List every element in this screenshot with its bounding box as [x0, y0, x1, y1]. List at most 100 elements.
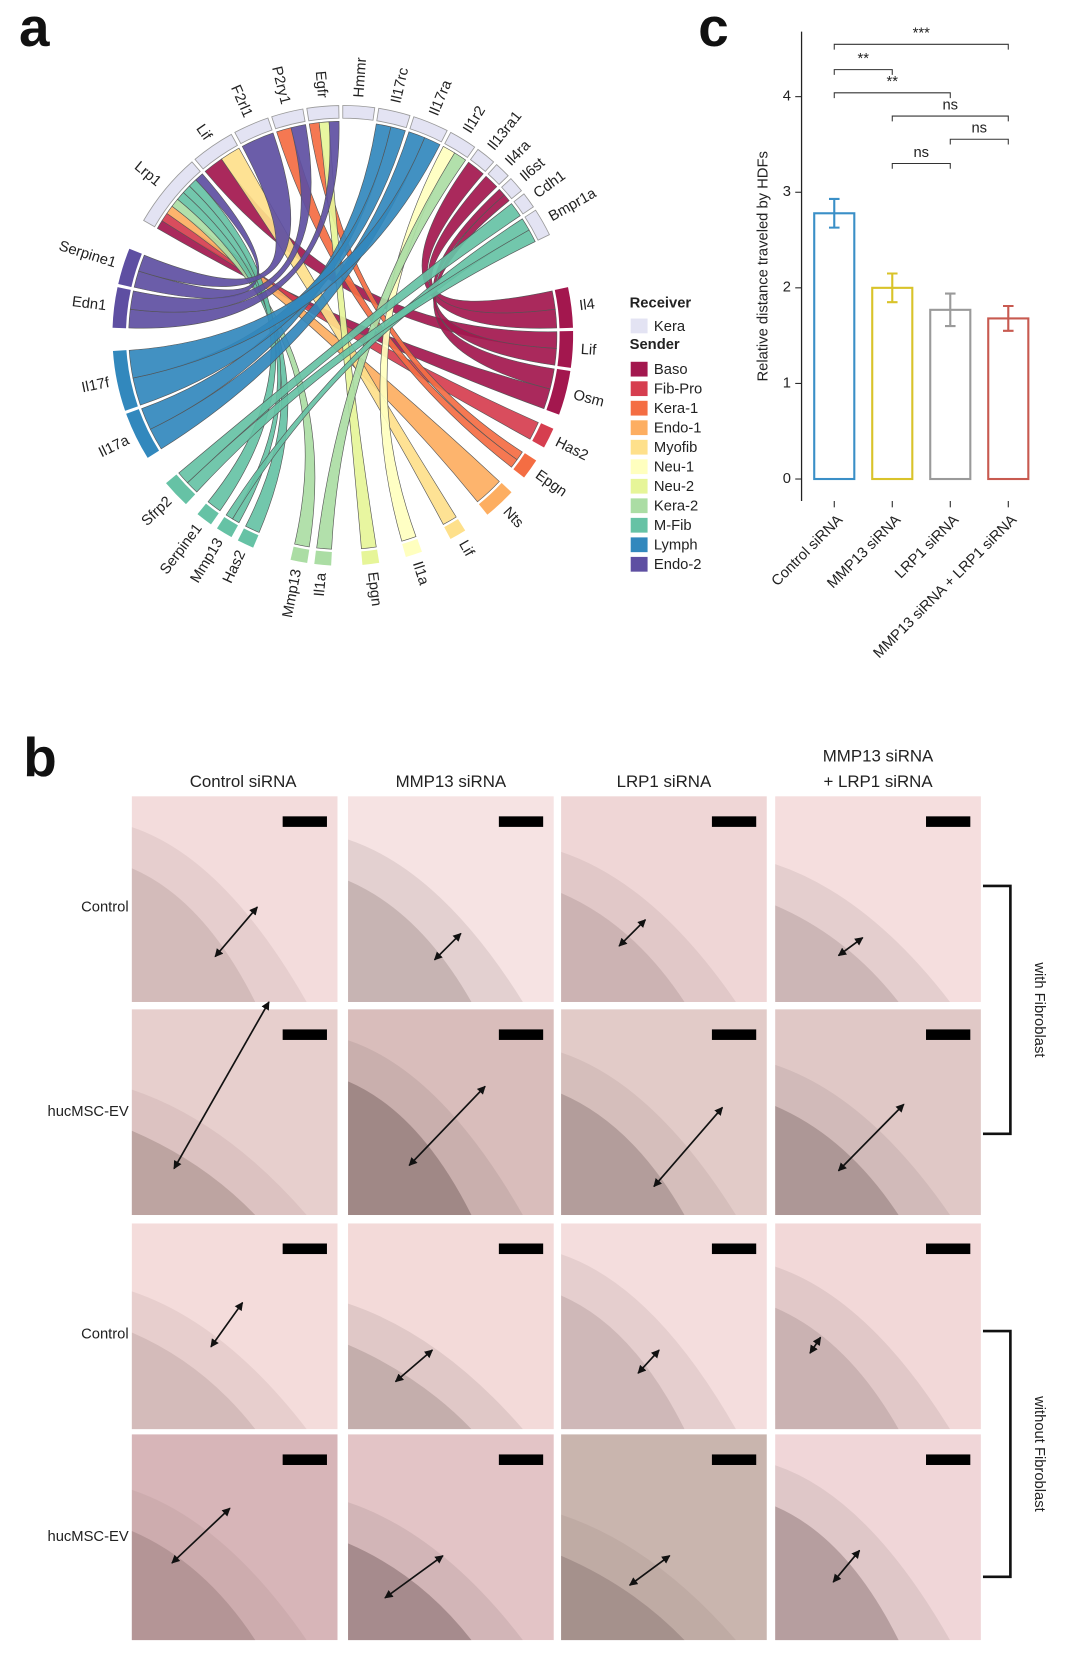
y-tick-label: 1: [783, 375, 791, 391]
significance-label: ns: [913, 145, 929, 161]
chord-node: [409, 116, 448, 143]
legend-swatch: [630, 381, 648, 397]
chord-node: [166, 474, 196, 505]
image-background: [775, 1434, 981, 1641]
node-label: F2rl1: [227, 83, 255, 120]
legend-label: Neu-2: [654, 479, 694, 495]
legend-label: Kera: [654, 319, 686, 335]
micrograph: [775, 1009, 981, 1216]
micrograph: [131, 1434, 338, 1641]
distance-arrow: [809, 1336, 822, 1354]
legend-label: M-Fib: [654, 518, 692, 534]
scale-bar: [282, 1243, 327, 1255]
micrograph: [131, 1223, 338, 1430]
legend-label: Kera-1: [654, 401, 698, 417]
distance-arrow: [837, 936, 864, 957]
node-label: Has2: [220, 548, 249, 586]
node-label: Has2: [553, 435, 591, 465]
column-header: Control siRNA: [190, 772, 298, 791]
column-header: LRP1 siRNA: [617, 772, 712, 791]
node-label: Edn1: [71, 294, 107, 314]
node-label: P2ry1: [268, 65, 293, 106]
column-header: + LRP1 siRNA: [823, 772, 933, 791]
significance-label: **: [858, 51, 870, 67]
distance-arrow: [214, 906, 258, 958]
distance-arrow: [637, 1349, 660, 1374]
chord-ribbon: [138, 132, 292, 287]
tissue-band: [775, 864, 951, 1002]
chord-node: [290, 546, 310, 563]
scale-bar: [926, 1243, 971, 1255]
node-label: Sfrp2: [139, 494, 176, 530]
micrograph: [561, 1223, 767, 1430]
node-label: Serpine1: [57, 238, 118, 271]
legend-swatch: [630, 556, 648, 572]
chord-node: [524, 209, 550, 241]
image-background: [561, 1434, 767, 1641]
significance-bracket: [833, 92, 951, 99]
chord-ribbon: [128, 137, 441, 379]
chord-ribbon: [129, 124, 312, 313]
node-label: Mmp13: [280, 568, 305, 619]
legend-swatch: [630, 537, 648, 553]
error-bar: [1003, 304, 1014, 332]
chord-node: [546, 368, 571, 415]
micrograph: [561, 1434, 767, 1641]
scale-bar: [711, 1029, 757, 1040]
chord-node: [444, 519, 466, 539]
tissue-band: [775, 1465, 951, 1641]
y-tick-label: 2: [783, 280, 791, 296]
chord-node: [237, 528, 259, 548]
chord-node: [118, 248, 142, 288]
group-bracket: [982, 884, 1012, 1136]
tissue-edge: [561, 892, 685, 1002]
chord-ribbon: [177, 192, 289, 533]
chord-node: [112, 350, 138, 411]
node-label: Il17f: [80, 375, 111, 396]
chord-node: [376, 107, 411, 129]
chord-node: [554, 287, 573, 329]
scale-bar: [498, 1454, 544, 1465]
micrograph: [348, 1434, 554, 1641]
legend-label: Endo-1: [654, 421, 702, 437]
micrograph: [775, 1223, 981, 1430]
row-label: Control: [81, 1327, 129, 1343]
row-label: Control: [81, 899, 129, 915]
image-background: [561, 796, 767, 1002]
micrograph: [131, 796, 338, 1002]
tissue-edge: [775, 1307, 899, 1430]
node-label: Il17rc: [389, 66, 413, 105]
distance-arrow: [653, 1106, 724, 1188]
chord-node: [444, 131, 476, 159]
distance-arrow: [832, 1549, 861, 1583]
node-label: Lif: [192, 122, 215, 145]
scale-bar: [282, 1454, 327, 1465]
y-tick-label: 4: [783, 89, 791, 105]
chord-node: [342, 105, 376, 121]
legend-label: Lymph: [654, 538, 698, 554]
chord-node: [112, 287, 131, 329]
tissue-edge: [131, 868, 256, 1002]
legend-label: Neu-1: [654, 460, 694, 476]
distance-arrow: [210, 1301, 244, 1348]
distance-arrow: [394, 1349, 434, 1383]
legend-swatch: [630, 420, 648, 436]
image-background: [348, 1434, 554, 1641]
micrograph: [348, 796, 554, 1002]
image-background: [775, 1223, 981, 1430]
tissue-edge: [131, 1332, 256, 1430]
column-header: MMP13 siRNA: [823, 747, 934, 766]
chord-ribbon: [432, 188, 557, 366]
micrograph: [775, 796, 981, 1002]
chord-node: [513, 193, 534, 215]
node-label: Il1r2: [460, 103, 489, 136]
legend-label: Endo-2: [654, 557, 702, 573]
micrograph: [131, 1001, 338, 1216]
chord-ribbon: [316, 152, 467, 550]
chord-node: [361, 549, 380, 565]
micrograph: [348, 1223, 554, 1430]
significance-label: **: [887, 74, 899, 90]
bar: [813, 212, 856, 481]
chord-node: [216, 517, 239, 538]
